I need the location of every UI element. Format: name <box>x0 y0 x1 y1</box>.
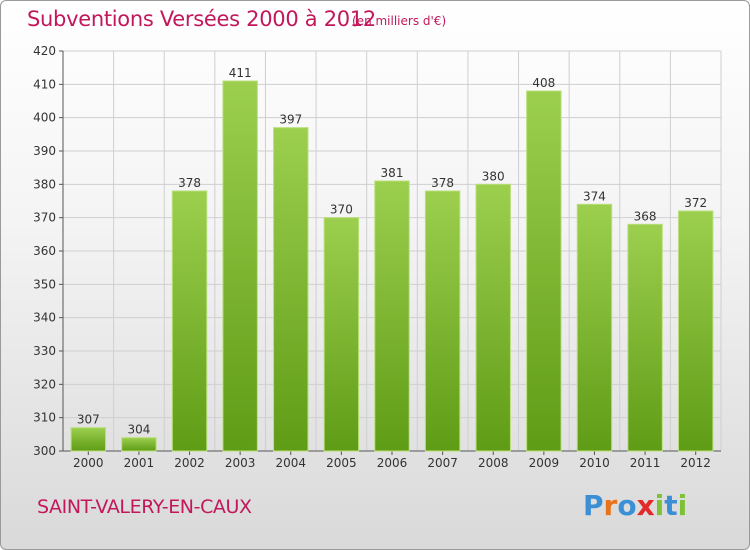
x-tick-label: 2002 <box>174 456 205 470</box>
data-label-2004: 397 <box>279 113 302 127</box>
x-tick-label: 2009 <box>529 456 560 470</box>
data-label-2001: 304 <box>127 423 150 437</box>
bar-2012 <box>677 210 714 452</box>
x-tick-label: 2001 <box>124 456 155 470</box>
data-label-2012: 372 <box>684 196 707 210</box>
bar-2004 <box>273 127 309 452</box>
bar-2005 <box>323 217 360 452</box>
x-tick-label: 2005 <box>326 456 357 470</box>
bar-2003 <box>222 80 258 452</box>
y-tick-label: 390 <box>33 144 56 158</box>
data-label-2002: 378 <box>178 176 201 190</box>
bar-2001 <box>121 437 157 452</box>
data-label-2011: 368 <box>634 209 657 223</box>
bars <box>70 80 714 452</box>
y-tick-label: 320 <box>33 377 56 391</box>
x-tick-label: 2004 <box>275 456 306 470</box>
bar-2007 <box>424 190 461 452</box>
x-tick-label: 2003 <box>225 456 256 470</box>
x-tick-label: 2006 <box>377 456 408 470</box>
y-tick-label: 360 <box>33 244 56 258</box>
data-label-2003: 411 <box>229 66 252 80</box>
y-tick-label: 410 <box>33 77 56 91</box>
y-tick-label: 300 <box>33 444 56 458</box>
data-label-2006: 381 <box>381 166 404 180</box>
chart-unit: (en milliers d'€) <box>352 14 447 28</box>
x-tick-label: 2012 <box>680 456 711 470</box>
data-label-2007: 378 <box>431 176 454 190</box>
commune-name: SAINT-VALERY-EN-CAUX <box>37 496 252 518</box>
bar-2002 <box>171 190 208 452</box>
bar-2008 <box>475 183 511 452</box>
x-tick-label: 2011 <box>630 456 661 470</box>
data-label-2000: 307 <box>77 413 100 427</box>
y-tick-label: 310 <box>33 411 56 425</box>
bar-2009 <box>526 90 562 452</box>
y-tick-label: 370 <box>33 211 56 225</box>
data-label-2010: 374 <box>583 189 606 203</box>
proxiti-logo[interactable]: Proxiti <box>583 489 688 522</box>
x-tick-label: 2008 <box>478 456 509 470</box>
data-label-2005: 370 <box>330 203 353 217</box>
y-tick-label: 420 <box>33 44 56 58</box>
y-tick-label: 340 <box>33 311 56 325</box>
bar-2010 <box>576 203 613 452</box>
chart-title: Subventions Versées 2000 à 2012 <box>27 7 376 31</box>
bar-2006 <box>374 180 410 452</box>
y-tick-label: 350 <box>33 277 56 291</box>
data-label-2008: 380 <box>482 169 505 183</box>
axes: 300 310 320 330 340 350 360 370 380 390 400 410 420 2… <box>33 44 721 470</box>
y-tick-label: 330 <box>33 344 56 358</box>
x-tick-label: 2010 <box>579 456 610 470</box>
data-labels: 307 304 378 411 397 370 381 378 380 408 374 368 372 <box>77 66 707 437</box>
y-tick-label: 400 <box>33 111 56 125</box>
bar-2000 <box>70 427 107 452</box>
x-tick-label: 2000 <box>73 456 104 470</box>
x-tick-label: 2007 <box>427 456 458 470</box>
data-label-2009: 408 <box>532 76 555 90</box>
y-tick-label: 380 <box>33 177 56 191</box>
bar-2011 <box>627 223 663 452</box>
